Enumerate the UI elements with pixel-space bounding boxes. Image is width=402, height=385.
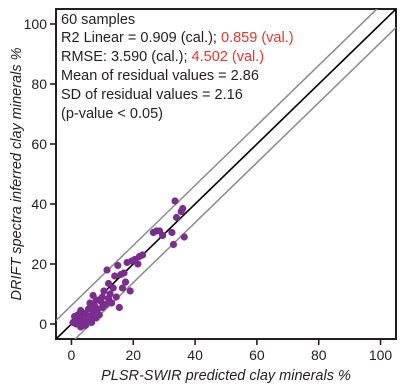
data-point [126,287,134,295]
svg-text:SD of residual values = 2.16: SD of residual values = 2.16 [61,87,243,103]
stats-annotation: 60 samples R2 Linear = 0.909 (cal.); 0.8… [61,12,294,122]
stat-p-value: (p-value < 0.05) [61,106,163,122]
x-tick-label: 100 [369,347,393,363]
one-to-one-line [56,9,396,339]
data-point [180,233,188,241]
svg-text:Mean of residual values = 2.86: Mean of residual values = 2.86 [61,68,259,84]
y-tick-label: 40 [31,196,47,212]
data-point [169,240,178,249]
data-point [112,293,120,301]
stat-r2-val: 0.859 (val.) [221,30,294,46]
x-tick-label: 40 [187,347,203,363]
data-point [115,303,123,312]
data-point [168,228,176,237]
data-point [106,290,114,298]
y-tick-label: 60 [31,136,47,152]
y-tick-label: 0 [39,316,47,332]
data-point [109,284,117,292]
data-point [118,284,127,292]
y-tick-label: 80 [31,76,47,92]
x-axis-ticks: 0 20 40 60 80 100 [68,339,393,363]
data-point [172,213,181,222]
data-point [121,278,130,286]
data-point [111,272,119,280]
x-tick-label: 60 [249,347,265,363]
x-axis-label: PLSR-SWIR predicted clay minerals % [101,368,351,384]
data-point [179,204,187,213]
stat-mean-residual: Mean of residual values = 2.86 [61,68,259,84]
stat-rmse-val: 4.502 (val.) [192,49,265,65]
stat-samples: 60 samples [61,12,135,28]
y-axis-ticks: 0 20 40 60 80 100 [24,16,56,332]
x-tick-label: 80 [311,347,327,363]
svg-text:RMSE: 3.590 (cal.); 4.502 (val: RMSE: 3.590 (cal.); 4.502 (val.) [61,49,264,65]
data-point [95,311,103,319]
data-point [103,266,111,274]
y-tick-label: 100 [24,16,48,32]
upper-bound-line [56,9,378,321]
data-point [89,291,97,300]
data-point [134,260,142,268]
data-point [101,300,110,309]
data-point [87,318,96,327]
data-point [81,321,89,330]
data-point [100,287,108,295]
stat-r2-cal: R2 Linear = 0.909 (cal.); [61,30,221,46]
x-tick-label: 20 [125,347,141,363]
y-tick-label: 20 [31,256,47,272]
svg-text:(p-value < 0.05): (p-value < 0.05) [61,106,163,122]
data-point [108,299,116,307]
svg-text:60 samples: 60 samples [61,12,135,28]
data-points [69,197,188,331]
svg-text:R2 Linear = 0.909 (cal.); 0.85: R2 Linear = 0.909 (cal.); 0.859 (val.) [61,30,294,46]
data-point [77,306,85,315]
data-point [138,251,147,259]
data-point [171,197,179,205]
y-axis-label: DRIFT spectra inferred clay minerals % [9,47,25,300]
stat-rmse-cal: RMSE: 3.590 (cal.); [61,49,192,65]
data-point [98,293,106,301]
data-point [120,269,128,277]
data-point [159,231,167,240]
x-tick-label: 0 [68,347,76,363]
data-point [114,261,122,270]
data-point [104,279,113,288]
stat-sd-residual: SD of residual values = 2.16 [61,87,243,103]
